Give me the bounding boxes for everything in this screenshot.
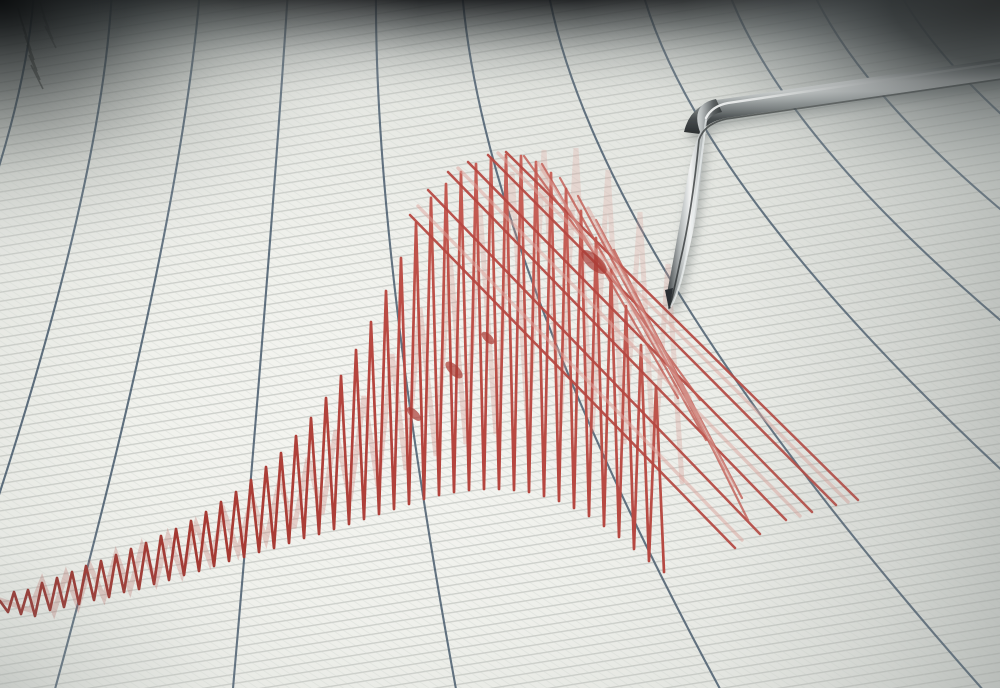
lighting-overlay: [0, 0, 1000, 688]
seismograph-image: [0, 0, 1000, 688]
right-edge-shade: [0, 0, 1000, 688]
